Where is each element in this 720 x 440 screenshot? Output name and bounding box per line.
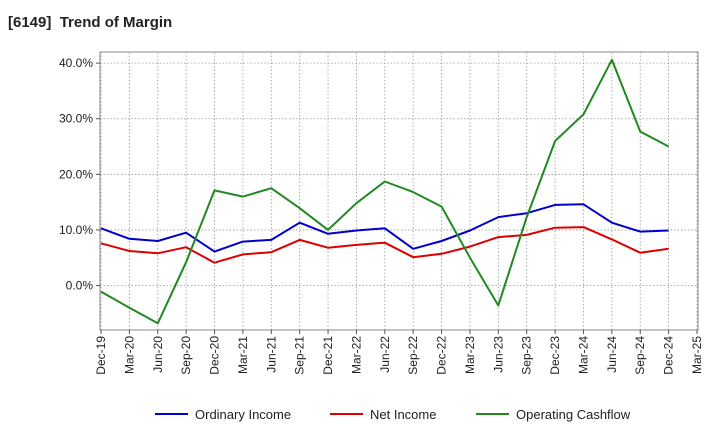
grid-lines bbox=[100, 52, 698, 330]
x-tick-label: Sep-20 bbox=[179, 336, 193, 375]
series-lines bbox=[100, 58, 670, 325]
x-axis-ticks: Dec-19 Mar-20 Jun-20 Sep-20 Dec-20 Mar-21 Jun-… bbox=[94, 330, 704, 375]
x-tick-label: Jun-24 bbox=[605, 336, 619, 373]
x-tick-label: Dec-23 bbox=[548, 336, 562, 375]
x-tick-label: Dec-20 bbox=[208, 336, 222, 375]
chart-title: [6149] Trend of Margin bbox=[8, 14, 173, 31]
x-tick-label: Dec-22 bbox=[435, 336, 449, 375]
x-tick-label: Jun-22 bbox=[378, 336, 392, 373]
y-tick-label: 30.0% bbox=[59, 112, 93, 126]
x-tick-label: Sep-24 bbox=[633, 336, 647, 375]
x-tick-label: Jun-20 bbox=[151, 336, 165, 373]
x-tick-label: Sep-23 bbox=[520, 336, 534, 375]
y-axis-ticks: 0.0% 10.0% 20.0% 30.0% 40.0% bbox=[59, 56, 100, 293]
x-tick-label: Mar-21 bbox=[236, 336, 250, 374]
x-tick-label: Jun-23 bbox=[491, 336, 505, 373]
plot-area-frame bbox=[99, 51, 699, 331]
legend-label: Operating Cashflow bbox=[516, 407, 631, 422]
series-line-operating-cashflow bbox=[100, 58, 670, 325]
x-tick-label: Sep-22 bbox=[406, 336, 420, 375]
x-tick-label: Sep-21 bbox=[293, 336, 307, 375]
y-tick-label: 0.0% bbox=[66, 279, 94, 293]
legend-label: Net Income bbox=[370, 407, 436, 422]
x-tick-label: Jun-21 bbox=[264, 336, 278, 373]
legend: Ordinary Income Net Income Operating Cashf… bbox=[155, 407, 631, 422]
x-tick-label: Dec-21 bbox=[321, 336, 335, 375]
series-line-net-income bbox=[100, 226, 669, 264]
x-tick-label: Mar-25 bbox=[690, 336, 704, 374]
legend-label: Ordinary Income bbox=[195, 407, 291, 422]
y-tick-label: 40.0% bbox=[59, 56, 93, 70]
x-tick-label: Mar-20 bbox=[122, 336, 136, 374]
x-tick-label: Mar-24 bbox=[576, 336, 590, 374]
y-tick-label: 20.0% bbox=[59, 167, 93, 181]
x-tick-label: Dec-19 bbox=[94, 336, 108, 375]
y-tick-label: 10.0% bbox=[59, 223, 93, 237]
x-tick-label: Dec-24 bbox=[662, 336, 676, 375]
x-tick-label: Mar-22 bbox=[349, 336, 363, 374]
x-tick-label: Mar-23 bbox=[463, 336, 477, 374]
